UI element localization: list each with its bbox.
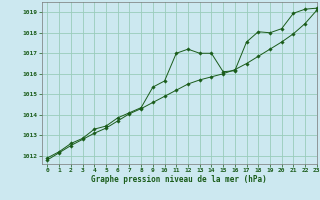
X-axis label: Graphe pression niveau de la mer (hPa): Graphe pression niveau de la mer (hPa): [91, 175, 267, 184]
